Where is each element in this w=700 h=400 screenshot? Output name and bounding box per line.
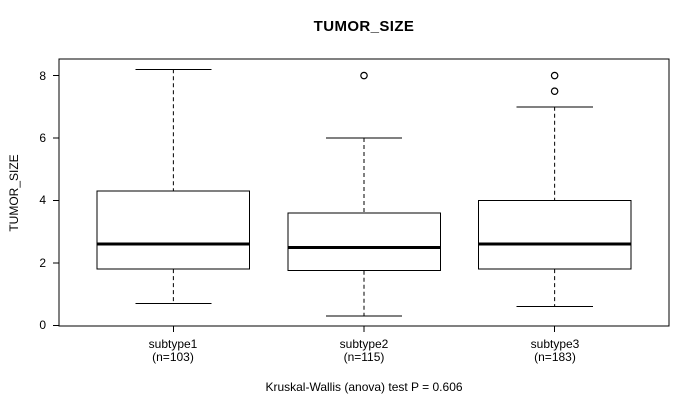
group-name-label: subtype1: [148, 337, 198, 351]
x-axis-group-label: subtype3 (n=183): [480, 338, 630, 364]
chart-title: TUMOR_SIZE: [313, 18, 415, 35]
group-n-label: (n=115): [343, 350, 385, 364]
group-n-label: (n=103): [152, 350, 194, 364]
group-name-label: subtype3: [530, 337, 580, 351]
y-tick-label: 6: [39, 131, 46, 145]
y-tick-label: 8: [39, 69, 46, 83]
iqr-box: [96, 190, 251, 270]
outlier-point: [550, 71, 559, 80]
x-axis-group-label: subtype1 (n=103): [98, 338, 248, 364]
group-n-label: (n=183): [534, 350, 576, 364]
iqr-box: [287, 212, 441, 272]
outlier-point: [550, 87, 559, 95]
y-tick-label: 0: [39, 318, 46, 332]
y-tick-label: 4: [39, 193, 46, 207]
iqr-box: [477, 199, 632, 270]
caption-kruskal-wallis: Kruskal-Wallis (anova) test P = 0.606: [265, 380, 463, 394]
y-tick-label: 2: [39, 256, 46, 270]
group-name-label: subtype2: [339, 337, 389, 351]
outlier-point: [360, 71, 368, 80]
x-axis-group-label: subtype2 (n=115): [289, 338, 439, 364]
